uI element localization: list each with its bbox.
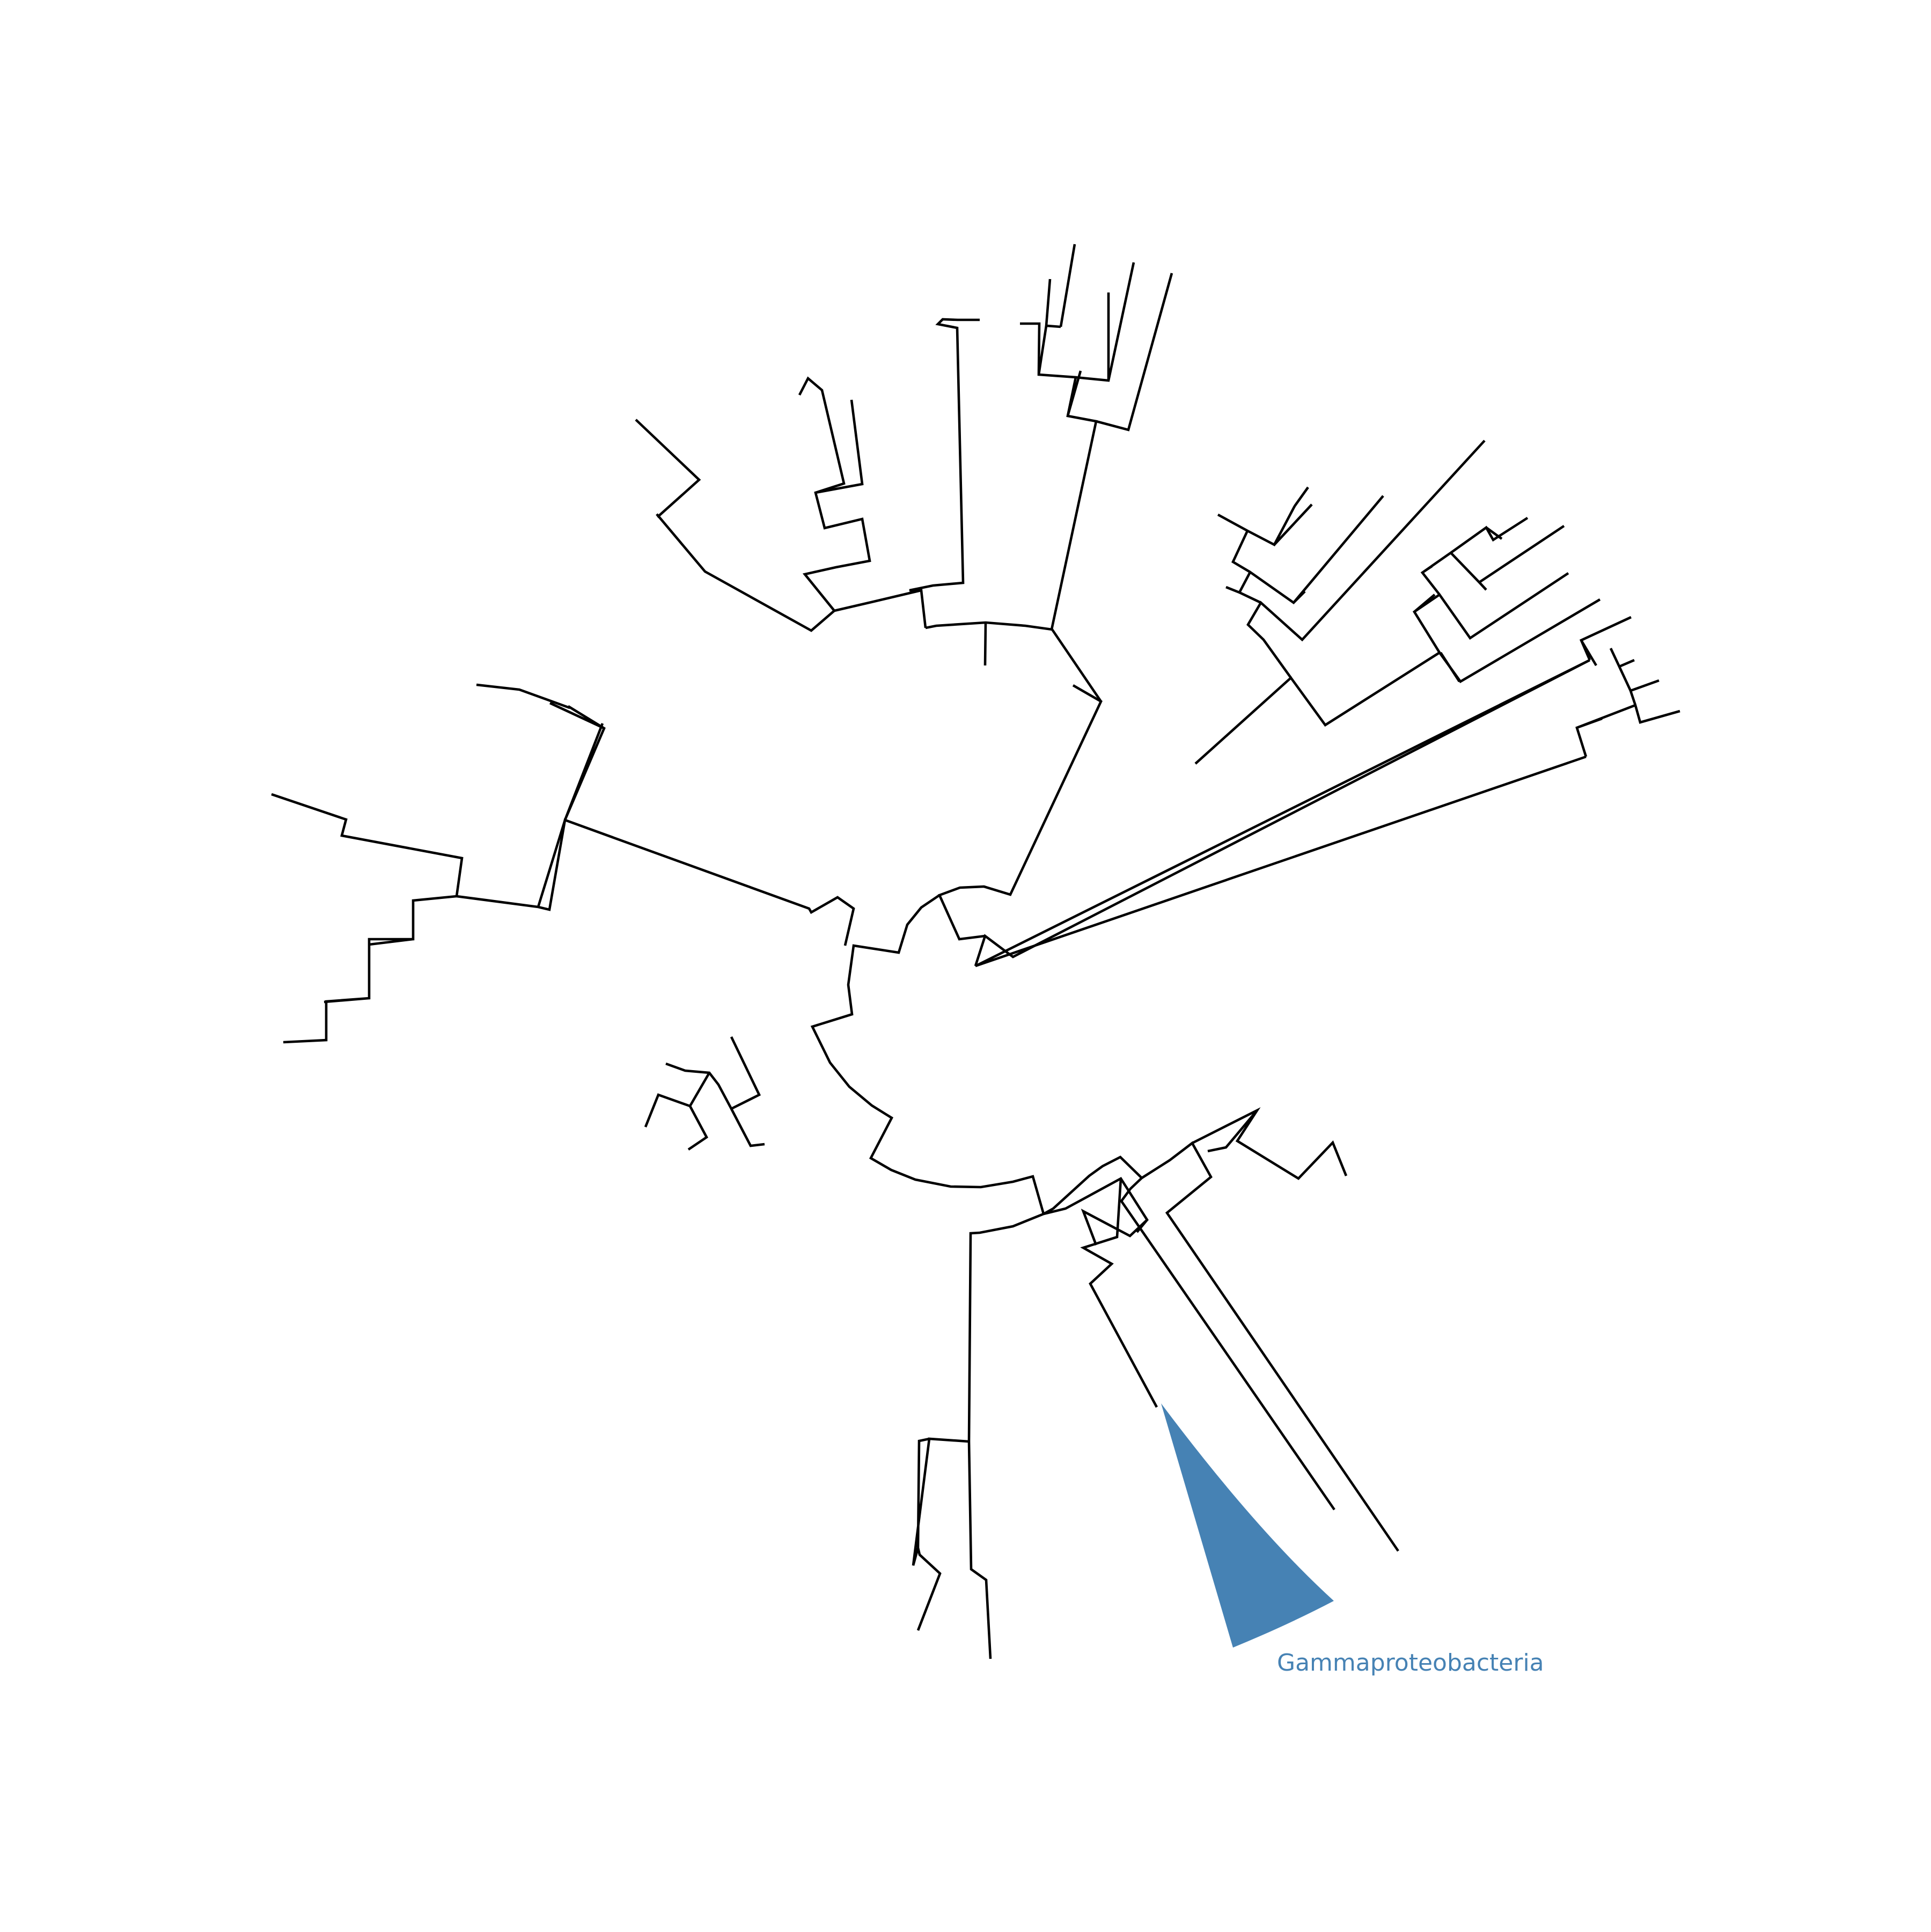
branch-segment-5 [798, 318, 980, 628]
branch-segment-12 [1042, 1107, 1399, 1552]
branch-lower-backbone [810, 894, 1045, 1214]
gammaproteobacteria-wedge [1161, 1403, 1334, 1648]
branch-segment-2 [1412, 517, 1569, 683]
branch-segment-4 [1020, 244, 1173, 630]
branch-segment-8 [271, 793, 539, 1044]
branch-right-clade [974, 598, 1601, 968]
branch-segment-3 [1217, 440, 1486, 679]
branch-segment-10 [1043, 1176, 1158, 1408]
branch-segment-9 [644, 1036, 765, 1151]
branch-top-clade [925, 621, 1102, 702]
branch-segment-6 [635, 399, 864, 632]
gammaproteobacteria-label: Gammaproteobacteria [1277, 1649, 1544, 1677]
branch-segment-7 [476, 683, 606, 908]
branch-root-backbone [937, 658, 1591, 967]
branch-segment-11 [912, 1212, 1044, 1659]
branch-segment-1 [1575, 616, 1680, 757]
branch-left-backbone [538, 818, 855, 946]
tree-branches [271, 244, 1680, 1659]
